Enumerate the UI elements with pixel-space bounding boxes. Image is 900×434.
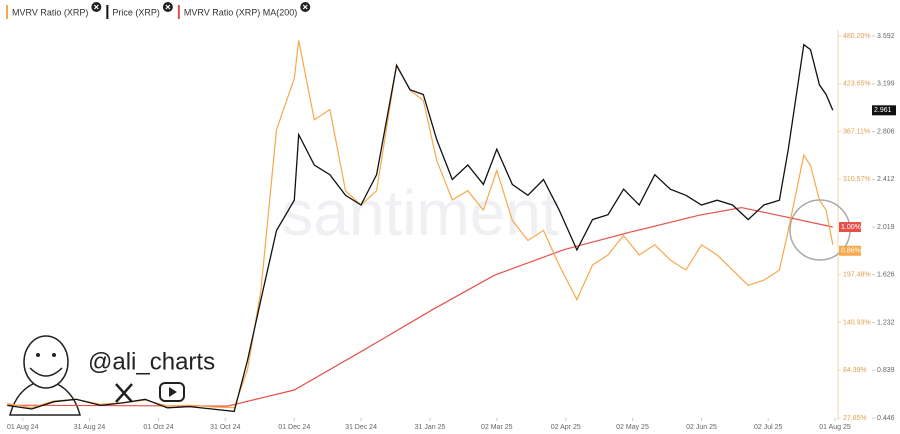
y-tick-label: 480.20%: [843, 33, 871, 40]
close-x: [165, 4, 171, 10]
close-x: [302, 4, 308, 10]
end-badge-label: 1.00%: [841, 224, 861, 231]
y2-tick-label: 1.626: [877, 272, 895, 279]
end-badge: [839, 222, 861, 233]
y2-tick-label: 2.412: [877, 176, 895, 183]
x-tick-label: 31 Jan 25: [415, 424, 446, 431]
x-tick-label: 01 Aug 25: [819, 424, 851, 431]
x-tick-label: 01 Oct 24: [143, 424, 173, 431]
y2-tick-label: 0.839: [877, 367, 895, 374]
legend-label: MVRV Ratio (XRP): [12, 7, 88, 17]
end-badge: [872, 105, 896, 116]
end-badge-label: 2.961: [874, 107, 892, 114]
y2-tick-label: 0.446: [877, 415, 895, 422]
x-tick-label: 02 Apr 25: [551, 424, 581, 431]
series-line: [7, 43, 834, 413]
avatar: [9, 335, 81, 416]
watermark: santiment: [281, 177, 559, 249]
legend-label: MVRV Ratio (XRP) MA(200): [184, 7, 297, 17]
x-tick-label: 02 May 25: [616, 424, 649, 431]
series-line: [7, 40, 834, 409]
legend-close[interactable]: [91, 2, 102, 12]
legend-swatch: [106, 5, 109, 19]
x-tick-label: 31 Dec 24: [345, 424, 377, 431]
y-tick-label: 197.48%: [843, 272, 871, 279]
x-logo[interactable]: [115, 383, 133, 403]
y2-tick-label: 3.199: [877, 81, 895, 88]
y2-tick-label: 3.592: [877, 33, 895, 40]
x-tick-label: 02 Jul 25: [754, 424, 783, 431]
y2-tick-label: 2.019: [877, 224, 895, 231]
series-line: [7, 206, 833, 407]
x-tick-label: 02 Jun 25: [686, 424, 717, 431]
y2-tick-label: 2.806: [877, 128, 895, 135]
x-tick-label: 31 Oct 24: [210, 424, 240, 431]
close-x: [93, 4, 99, 10]
x-tick-label: 31 Aug 24: [74, 424, 106, 431]
end-badge: [839, 245, 861, 256]
y-tick-label: 423.65%: [843, 81, 871, 88]
x-tick-label: 01 Dec 24: [278, 424, 310, 431]
x-tick-label: 02 Mar 25: [481, 424, 513, 431]
y-tick-label: 84.39%: [843, 367, 867, 374]
legend-close[interactable]: [300, 2, 311, 12]
y-tick-label: 367.11%: [843, 128, 870, 135]
youtube-logo[interactable]: [159, 382, 185, 402]
legend-close[interactable]: [162, 2, 173, 12]
legend-label: Price (XRP): [112, 7, 160, 17]
legend-swatch: [6, 5, 8, 19]
legend-swatch: [177, 5, 180, 19]
end-badge-label: 0.86%: [841, 248, 861, 255]
x-tick-label: 01 Aug 24: [7, 424, 39, 431]
y-tick-label: 140.93%: [843, 319, 871, 326]
y2-tick-label: 1.232: [877, 319, 895, 326]
y-tick-label: 310.57%: [843, 176, 871, 183]
y-tick-label: 27.85%: [843, 415, 867, 422]
handle: @ali_charts: [88, 348, 215, 375]
